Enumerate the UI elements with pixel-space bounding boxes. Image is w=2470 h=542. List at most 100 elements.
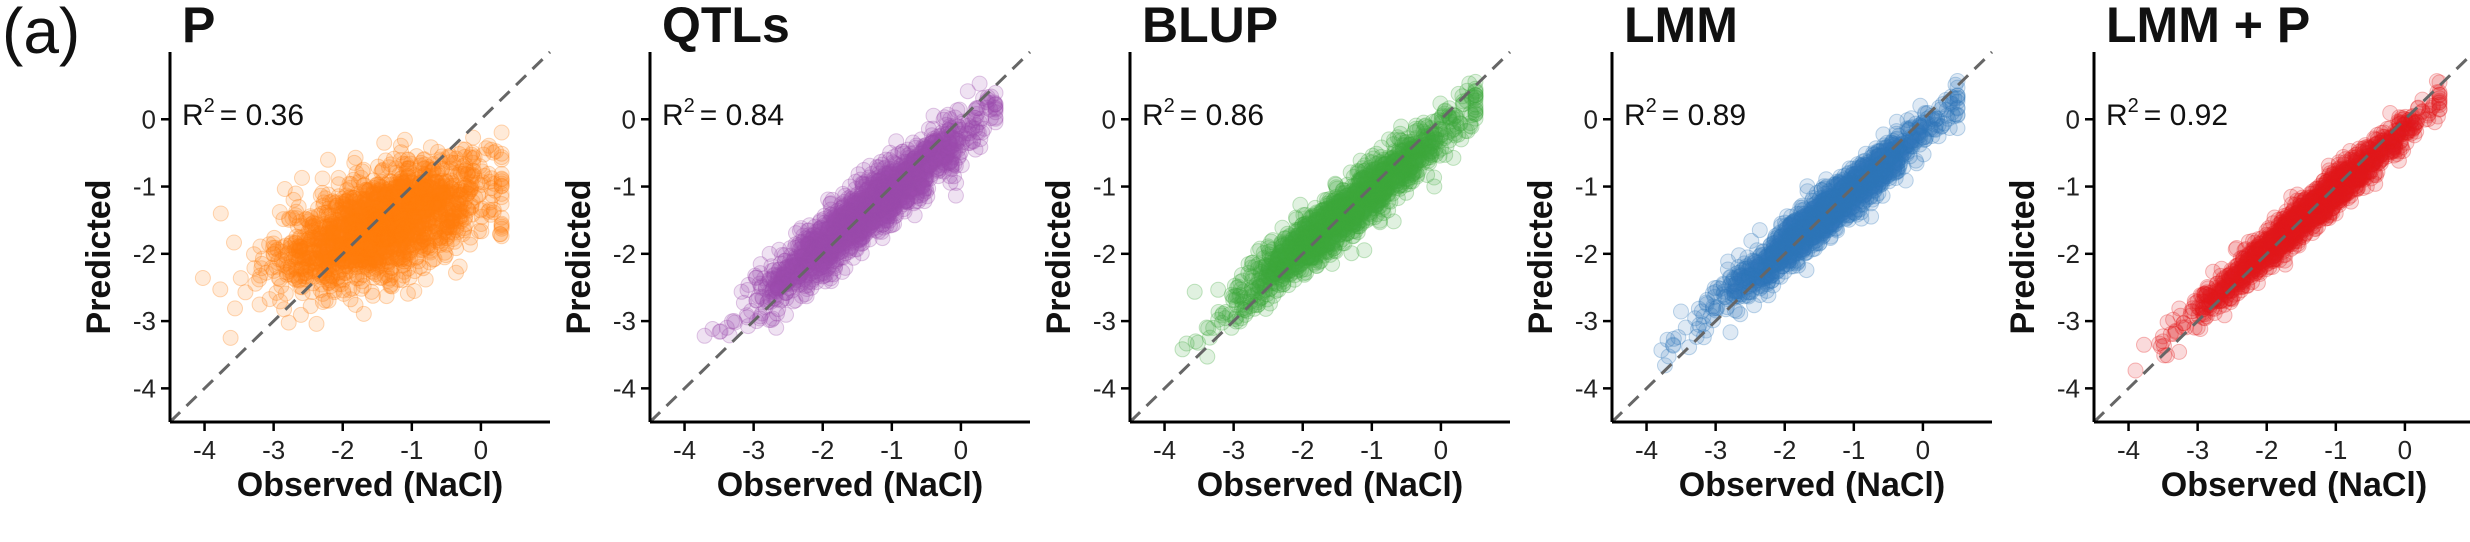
scatter-point <box>315 197 332 214</box>
scatter-point <box>379 242 396 259</box>
scatter-point <box>451 146 468 162</box>
scatter-point <box>412 258 429 275</box>
scatter-point <box>222 329 239 346</box>
panel-title: QTLs <box>662 0 790 53</box>
scatter-point <box>382 249 399 266</box>
scatter-point <box>425 174 442 191</box>
scatter-point <box>457 156 474 173</box>
scatter-point <box>246 246 262 263</box>
scatter-point <box>354 238 371 255</box>
scatter-point <box>469 174 486 191</box>
scatter-point <box>462 236 478 253</box>
scatter-point <box>361 208 378 224</box>
scatter-point <box>379 217 396 234</box>
scatter-point <box>325 223 342 240</box>
scatter-point <box>412 157 429 174</box>
scatter-point <box>766 267 783 284</box>
y-axis-label: Predicted <box>560 180 598 335</box>
scatter-point <box>935 111 952 128</box>
scatter-point <box>778 290 795 307</box>
y-tick-label: -2 <box>613 239 636 269</box>
scatter-point <box>493 149 510 166</box>
scatter-point <box>368 217 385 234</box>
scatter-point <box>379 229 396 246</box>
scatter-point <box>430 197 447 214</box>
scatter-point <box>446 186 463 202</box>
scatter-point <box>384 207 401 223</box>
scatter-point <box>427 232 444 249</box>
scatter-point <box>399 285 416 302</box>
scatter-point <box>366 212 383 229</box>
scatter-point <box>430 178 447 195</box>
scatter-point <box>320 151 336 168</box>
scatter-point <box>226 234 242 251</box>
scatter-point <box>294 249 311 266</box>
scatter-point <box>251 296 268 313</box>
x-tick-label: -2 <box>811 435 834 465</box>
scatter-point <box>428 174 445 191</box>
scatter-point <box>308 315 325 332</box>
scatter-point <box>265 262 282 279</box>
scatter-point <box>321 220 338 237</box>
scatter-point <box>392 137 409 154</box>
x-tick-label: 0 <box>954 435 968 465</box>
scatter-point <box>319 246 336 263</box>
scatter-point <box>355 222 372 238</box>
scatter-point <box>365 202 382 219</box>
scatter-point <box>326 249 343 265</box>
scatter-point <box>424 251 441 268</box>
scatter-point <box>382 156 399 173</box>
scatter-point <box>355 267 371 284</box>
scatter-point <box>946 168 962 185</box>
scatter-point <box>388 228 405 245</box>
scatter-point <box>272 293 289 310</box>
scatter-point <box>465 150 481 167</box>
r-squared-label: R2 = 0.36 <box>182 95 304 132</box>
scatter-point <box>947 187 964 204</box>
scatter-point <box>275 211 292 228</box>
scatter-point <box>282 266 299 283</box>
x-axis-label: Observed (NaCl) <box>717 466 983 504</box>
scatter-point <box>314 170 331 187</box>
scatter-point <box>962 134 979 151</box>
scatter-point <box>307 262 324 278</box>
y-tick-label: -1 <box>133 172 156 202</box>
scatter-point <box>445 194 462 211</box>
scatter-point <box>427 217 444 234</box>
scatter-point <box>400 168 417 184</box>
scatter-point <box>314 234 331 251</box>
scatter-point <box>387 222 404 239</box>
scatter-point <box>411 228 428 245</box>
scatter-point <box>971 75 988 92</box>
scatter-point <box>366 203 383 220</box>
scatter-point <box>463 181 480 198</box>
scatter-point <box>292 238 309 255</box>
scatter-point <box>342 224 359 240</box>
scatter-point <box>270 269 287 286</box>
scatter-point <box>361 191 378 208</box>
scatter-point <box>413 179 430 196</box>
scatter-point <box>399 152 416 168</box>
scatter-points <box>194 124 510 346</box>
scatter-point <box>325 220 342 237</box>
scatter-point <box>396 256 412 273</box>
scatter-point <box>293 258 310 275</box>
scatter-point <box>406 283 423 299</box>
x-tick-label: -1 <box>400 435 423 465</box>
scatter-point <box>369 227 386 244</box>
y-tick-label: -3 <box>133 306 156 336</box>
scatter-point <box>314 269 331 286</box>
scatter-point <box>314 285 331 302</box>
scatter-point <box>427 218 444 235</box>
x-tick-label: -1 <box>880 435 903 465</box>
scatter-point <box>364 221 381 238</box>
scatter-point <box>899 194 916 211</box>
scatter-point <box>449 183 466 200</box>
scatter-point <box>440 226 456 243</box>
scatter-point <box>885 201 902 218</box>
y-tick-label: -4 <box>133 373 156 403</box>
scatter-point <box>415 188 432 204</box>
scatter-point <box>800 253 817 270</box>
scatter-point <box>336 200 353 217</box>
